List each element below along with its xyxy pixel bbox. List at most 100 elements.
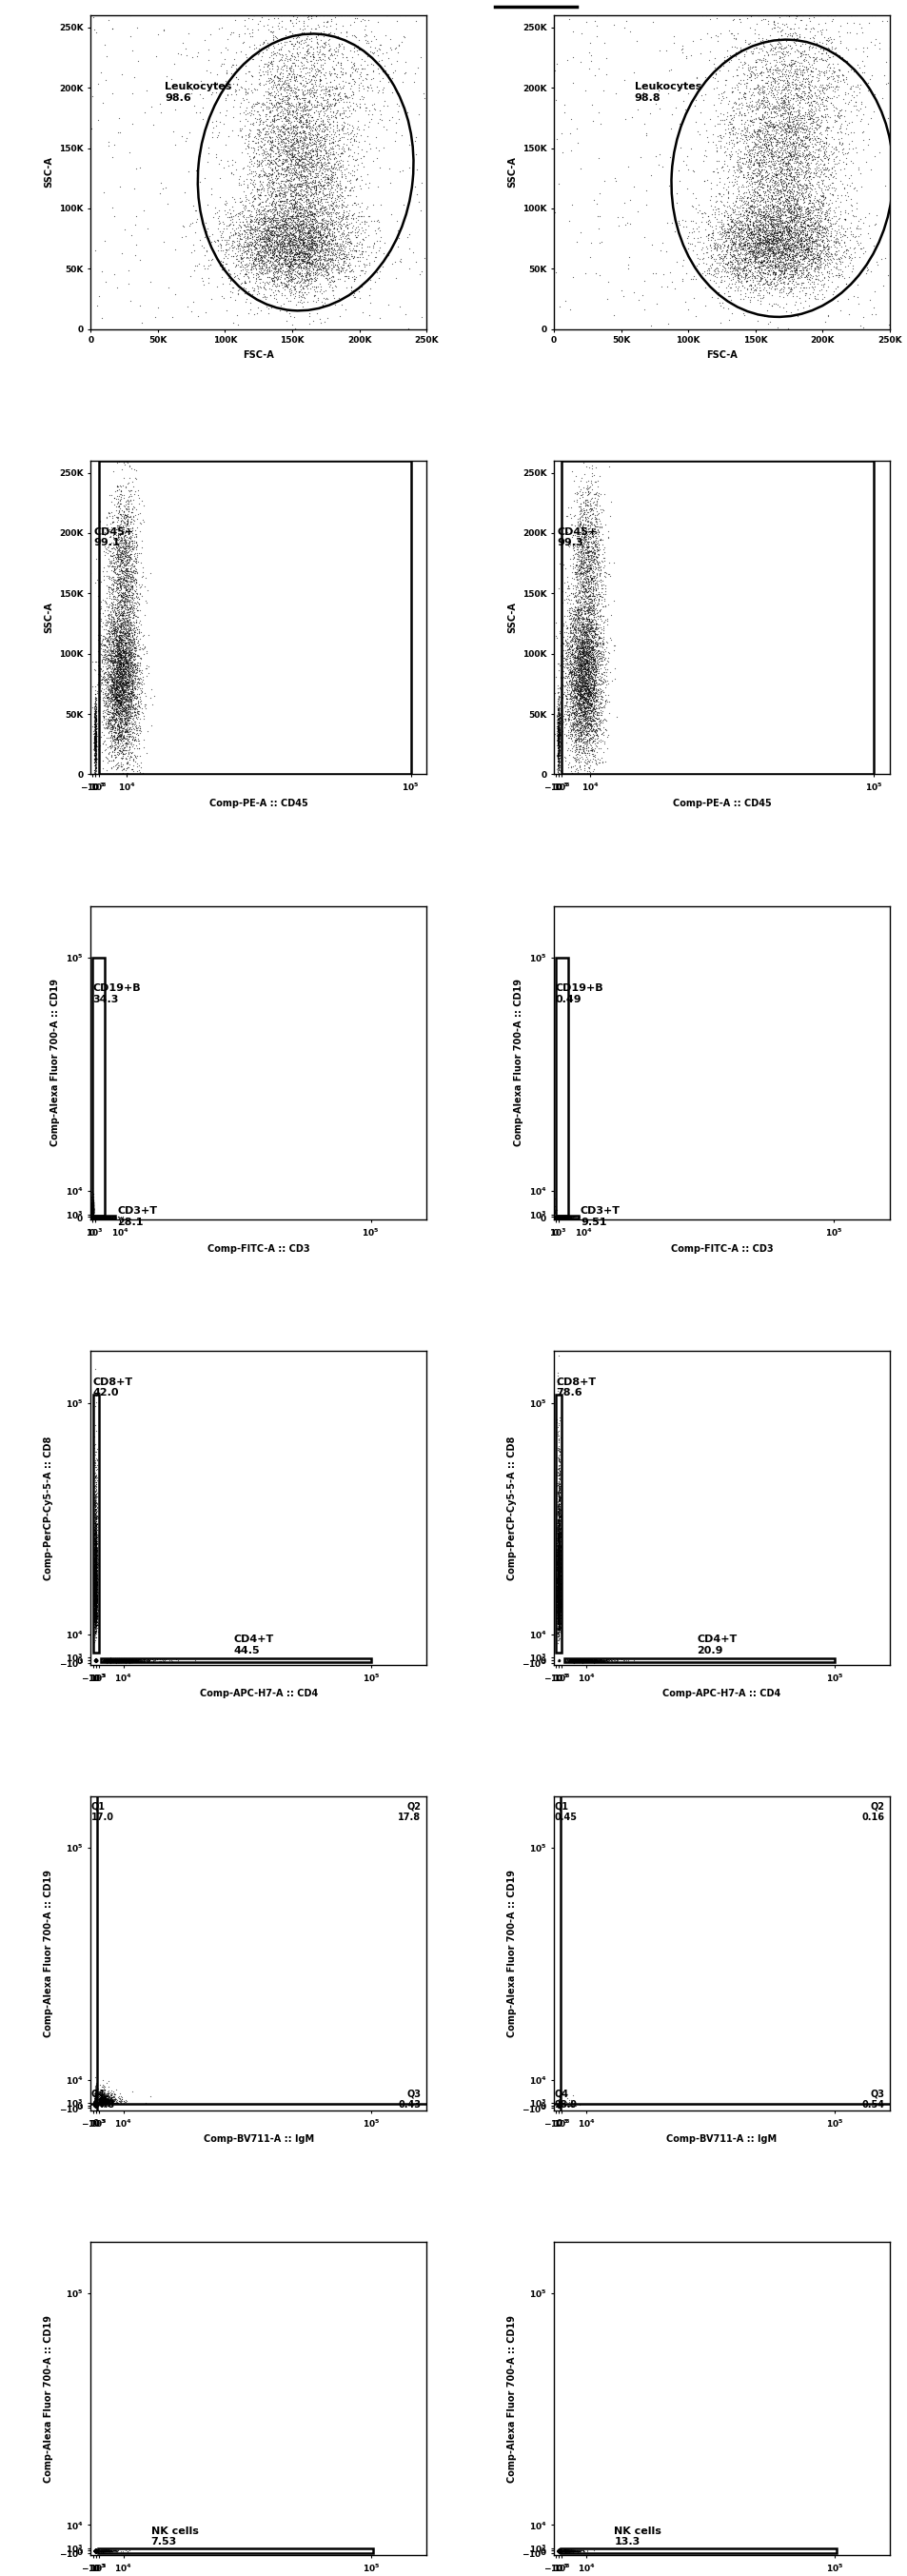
Point: [85, 1188, 100, 1229]
Point: [87, 2084, 102, 2125]
Point: [551, 1548, 566, 1589]
Point: [88, 2530, 102, 2571]
Point: [810, 95, 824, 137]
Point: [85, 1195, 100, 1236]
Point: [88, 706, 102, 747]
Point: [561, 2530, 575, 2571]
Point: [89, 2530, 103, 2571]
Point: [318, 232, 333, 273]
Point: [572, 657, 587, 698]
Point: [272, 234, 287, 276]
Point: [551, 2530, 566, 2571]
Point: [107, 644, 122, 685]
Point: [551, 2530, 565, 2571]
Point: [85, 1198, 100, 1239]
Point: [548, 1195, 562, 1236]
Point: [88, 1641, 102, 1682]
Point: [551, 2530, 566, 2571]
Point: [89, 2530, 103, 2571]
Point: [118, 670, 132, 711]
Point: [246, 137, 260, 178]
Point: [568, 1641, 582, 1682]
Point: [548, 1198, 562, 1239]
Point: [785, 201, 800, 242]
Point: [298, 142, 313, 183]
Point: [551, 2530, 565, 2571]
Point: [328, 193, 343, 234]
Point: [551, 2530, 565, 2571]
Point: [746, 214, 760, 255]
Point: [89, 1198, 103, 1239]
Point: [568, 724, 582, 765]
Point: [551, 2087, 565, 2128]
Point: [551, 1582, 566, 1623]
Point: [101, 556, 115, 598]
Point: [551, 2087, 566, 2128]
Point: [286, 206, 300, 247]
Point: [117, 562, 132, 603]
Point: [93, 1198, 107, 1239]
Point: [129, 1638, 143, 1680]
Point: [551, 1577, 565, 1618]
Point: [786, 108, 801, 149]
Point: [118, 636, 132, 677]
Point: [346, 237, 361, 278]
Point: [551, 2530, 566, 2571]
Point: [93, 2076, 107, 2117]
Point: [551, 1582, 565, 1623]
Point: [90, 2532, 104, 2573]
Point: [325, 129, 339, 170]
Point: [89, 755, 103, 796]
Point: [88, 2087, 102, 2128]
Point: [297, 232, 312, 273]
Point: [88, 2532, 102, 2573]
Point: [88, 2087, 102, 2128]
Point: [88, 2084, 102, 2125]
Point: [728, 263, 743, 304]
Point: [588, 613, 602, 654]
Point: [551, 1569, 566, 1610]
Point: [730, 242, 745, 283]
Point: [552, 1600, 567, 1641]
Point: [551, 2530, 566, 2571]
Point: [89, 2530, 103, 2571]
Point: [794, 118, 808, 160]
Point: [264, 222, 278, 263]
Point: [570, 611, 584, 652]
Point: [143, 554, 158, 595]
Point: [551, 2087, 565, 2128]
Point: [298, 183, 313, 224]
Point: [334, 196, 348, 237]
Point: [270, 46, 285, 88]
Point: [88, 2530, 102, 2571]
Point: [548, 1195, 562, 1236]
Point: [88, 2084, 102, 2125]
Point: [102, 1641, 116, 1682]
Point: [551, 2084, 566, 2125]
Point: [551, 2530, 565, 2571]
Point: [551, 2084, 565, 2125]
Point: [89, 1605, 103, 1646]
Point: [552, 2087, 567, 2128]
Point: [107, 1638, 122, 1680]
Point: [553, 1195, 568, 1236]
Point: [548, 1195, 562, 1236]
Point: [89, 2084, 103, 2125]
Point: [550, 1574, 564, 1615]
Point: [112, 1641, 126, 1682]
Point: [277, 88, 291, 129]
Point: [89, 2530, 103, 2571]
Point: [551, 1543, 565, 1584]
Point: [551, 2084, 566, 2125]
Point: [119, 1641, 133, 1682]
Point: [548, 1195, 562, 1236]
Point: [551, 2532, 565, 2573]
Point: [551, 2530, 565, 2571]
Point: [89, 2530, 103, 2571]
Point: [551, 2530, 566, 2571]
Point: [144, 1638, 159, 1680]
Point: [872, 21, 886, 62]
Point: [552, 2084, 567, 2125]
Point: [761, 250, 775, 291]
Point: [89, 1641, 103, 1682]
